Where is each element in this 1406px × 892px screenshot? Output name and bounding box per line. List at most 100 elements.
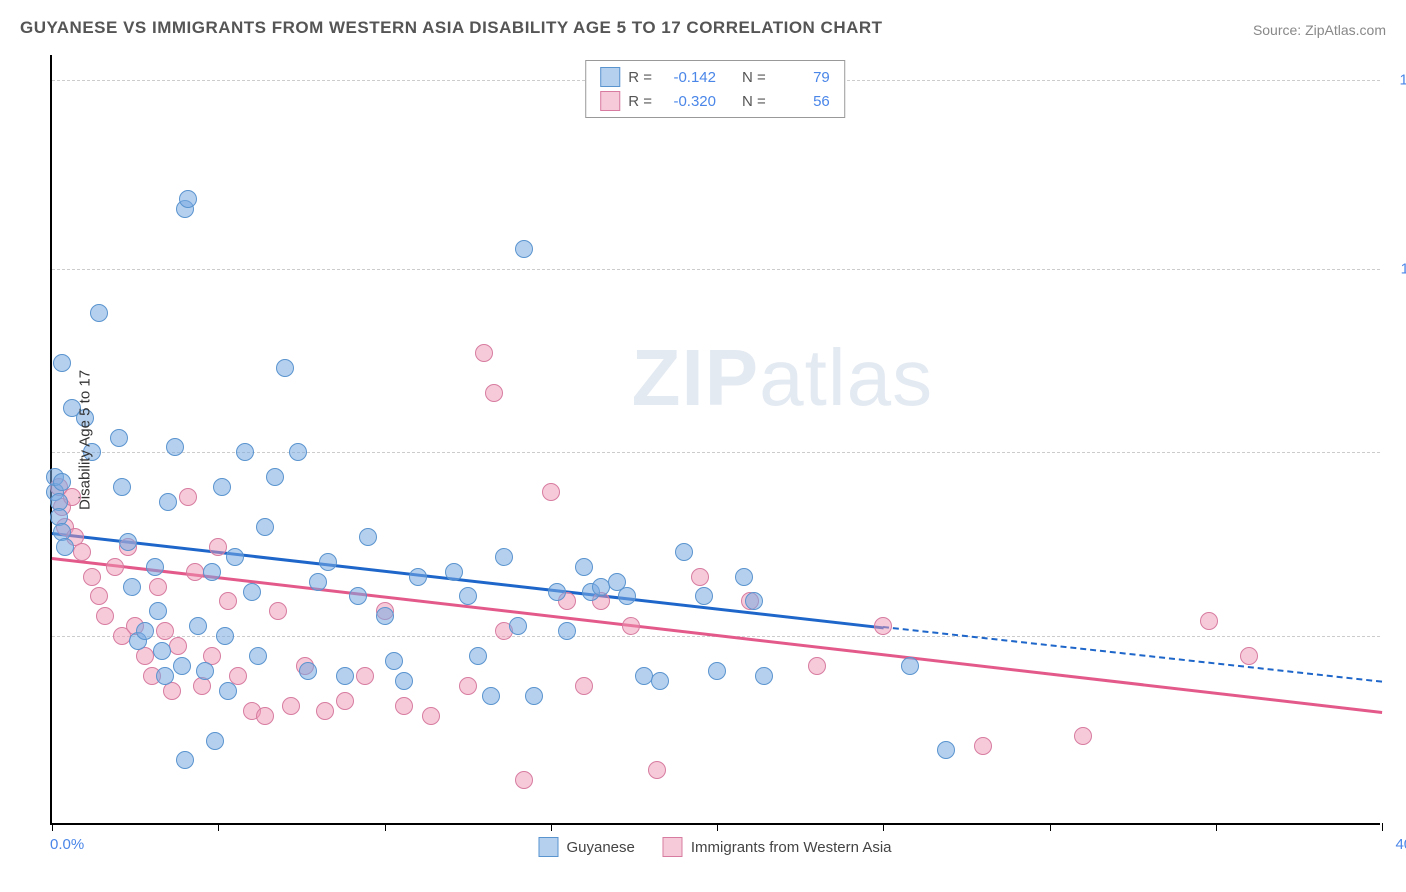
scatter-point-series-a xyxy=(469,647,487,665)
r-value: -0.142 xyxy=(660,69,716,86)
scatter-point-series-a xyxy=(618,587,636,605)
stat-row: R = -0.142 N = 79 xyxy=(600,65,830,89)
scatter-point-series-b xyxy=(1074,727,1092,745)
scatter-point-series-a xyxy=(708,662,726,680)
x-tick xyxy=(52,823,53,831)
y-tick-label: 11.2% xyxy=(1401,260,1406,277)
scatter-point-series-b xyxy=(149,578,167,596)
scatter-point-series-a xyxy=(56,538,74,556)
scatter-point-series-a xyxy=(179,190,197,208)
x-tick xyxy=(218,823,219,831)
x-tick xyxy=(385,823,386,831)
scatter-point-series-b xyxy=(395,697,413,715)
scatter-point-series-a xyxy=(745,592,763,610)
swatch-series-a xyxy=(600,67,620,87)
scatter-point-series-a xyxy=(236,443,254,461)
scatter-point-series-a xyxy=(336,667,354,685)
scatter-point-series-b xyxy=(459,677,477,695)
scatter-point-series-a xyxy=(156,667,174,685)
legend-label: Immigrants from Western Asia xyxy=(691,839,892,856)
scatter-point-series-a xyxy=(110,429,128,447)
scatter-point-series-a xyxy=(495,548,513,566)
scatter-point-series-b xyxy=(269,602,287,620)
scatter-point-series-a xyxy=(735,568,753,586)
scatter-point-series-b xyxy=(316,702,334,720)
scatter-point-series-b xyxy=(282,697,300,715)
legend-item: Immigrants from Western Asia xyxy=(663,837,892,857)
scatter-point-series-a xyxy=(299,662,317,680)
x-tick xyxy=(1216,823,1217,831)
scatter-point-series-a xyxy=(482,687,500,705)
stat-row: R = -0.320 N = 56 xyxy=(600,89,830,113)
scatter-point-series-b xyxy=(179,488,197,506)
swatch-series-a xyxy=(538,837,558,857)
scatter-point-series-a xyxy=(937,741,955,759)
watermark: ZIPatlas xyxy=(632,332,933,424)
scatter-point-series-a xyxy=(123,578,141,596)
scatter-point-series-a xyxy=(159,493,177,511)
n-label: N = xyxy=(742,69,766,86)
scatter-point-series-a xyxy=(213,478,231,496)
scatter-point-series-a xyxy=(146,558,164,576)
scatter-point-series-a xyxy=(196,662,214,680)
scatter-point-series-b xyxy=(874,617,892,635)
grid-line xyxy=(52,269,1380,270)
scatter-point-series-a xyxy=(189,617,207,635)
scatter-point-series-b xyxy=(96,607,114,625)
chart-title: GUYANESE VS IMMIGRANTS FROM WESTERN ASIA… xyxy=(20,18,883,38)
scatter-point-series-a xyxy=(119,533,137,551)
scatter-point-series-a xyxy=(153,642,171,660)
scatter-point-series-a xyxy=(249,647,267,665)
scatter-point-series-a xyxy=(173,657,191,675)
scatter-point-series-a xyxy=(166,438,184,456)
n-value: 56 xyxy=(774,93,830,110)
n-value: 79 xyxy=(774,69,830,86)
x-tick xyxy=(717,823,718,831)
scatter-point-series-a xyxy=(276,359,294,377)
scatter-point-series-b xyxy=(475,344,493,362)
scatter-point-series-b xyxy=(256,707,274,725)
scatter-point-series-a xyxy=(243,583,261,601)
swatch-series-b xyxy=(663,837,683,857)
scatter-point-series-b xyxy=(156,622,174,640)
r-label: R = xyxy=(628,69,652,86)
legend-item: Guyanese xyxy=(538,837,634,857)
scatter-point-series-a xyxy=(256,518,274,536)
n-label: N = xyxy=(742,93,766,110)
legend-label: Guyanese xyxy=(566,839,634,856)
scatter-point-series-b xyxy=(83,568,101,586)
x-axis-max-label: 40.0% xyxy=(1395,836,1406,853)
scatter-point-series-b xyxy=(648,761,666,779)
scatter-point-series-b xyxy=(186,563,204,581)
scatter-point-series-b xyxy=(106,558,124,576)
scatter-point-series-a xyxy=(376,607,394,625)
scatter-point-series-b xyxy=(90,587,108,605)
scatter-point-series-a xyxy=(409,568,427,586)
scatter-point-series-b xyxy=(542,483,560,501)
chart-area: ZIPatlas 3.8%7.5%11.2%15.0% Disability A… xyxy=(50,55,1380,825)
scatter-point-series-b xyxy=(356,667,374,685)
scatter-point-series-a xyxy=(651,672,669,690)
x-axis-min-label: 0.0% xyxy=(50,836,84,853)
scatter-point-series-a xyxy=(226,548,244,566)
scatter-point-series-a xyxy=(558,622,576,640)
scatter-point-series-b xyxy=(515,771,533,789)
scatter-point-series-a xyxy=(675,543,693,561)
scatter-point-series-b xyxy=(1240,647,1258,665)
scatter-point-series-a xyxy=(575,558,593,576)
scatter-point-series-a xyxy=(149,602,167,620)
scatter-point-series-a xyxy=(635,667,653,685)
scatter-point-series-a xyxy=(216,627,234,645)
correlation-stat-box: R = -0.142 N = 79 R = -0.320 N = 56 xyxy=(585,60,845,118)
scatter-point-series-a xyxy=(395,672,413,690)
scatter-point-series-a xyxy=(359,528,377,546)
scatter-point-series-b xyxy=(169,637,187,655)
scatter-point-series-a xyxy=(525,687,543,705)
r-label: R = xyxy=(628,93,652,110)
scatter-point-series-a xyxy=(289,443,307,461)
trend-line-series-a xyxy=(52,532,884,629)
scatter-point-series-b xyxy=(575,677,593,695)
scatter-point-series-b xyxy=(1200,612,1218,630)
x-tick xyxy=(883,823,884,831)
scatter-point-series-a xyxy=(206,732,224,750)
